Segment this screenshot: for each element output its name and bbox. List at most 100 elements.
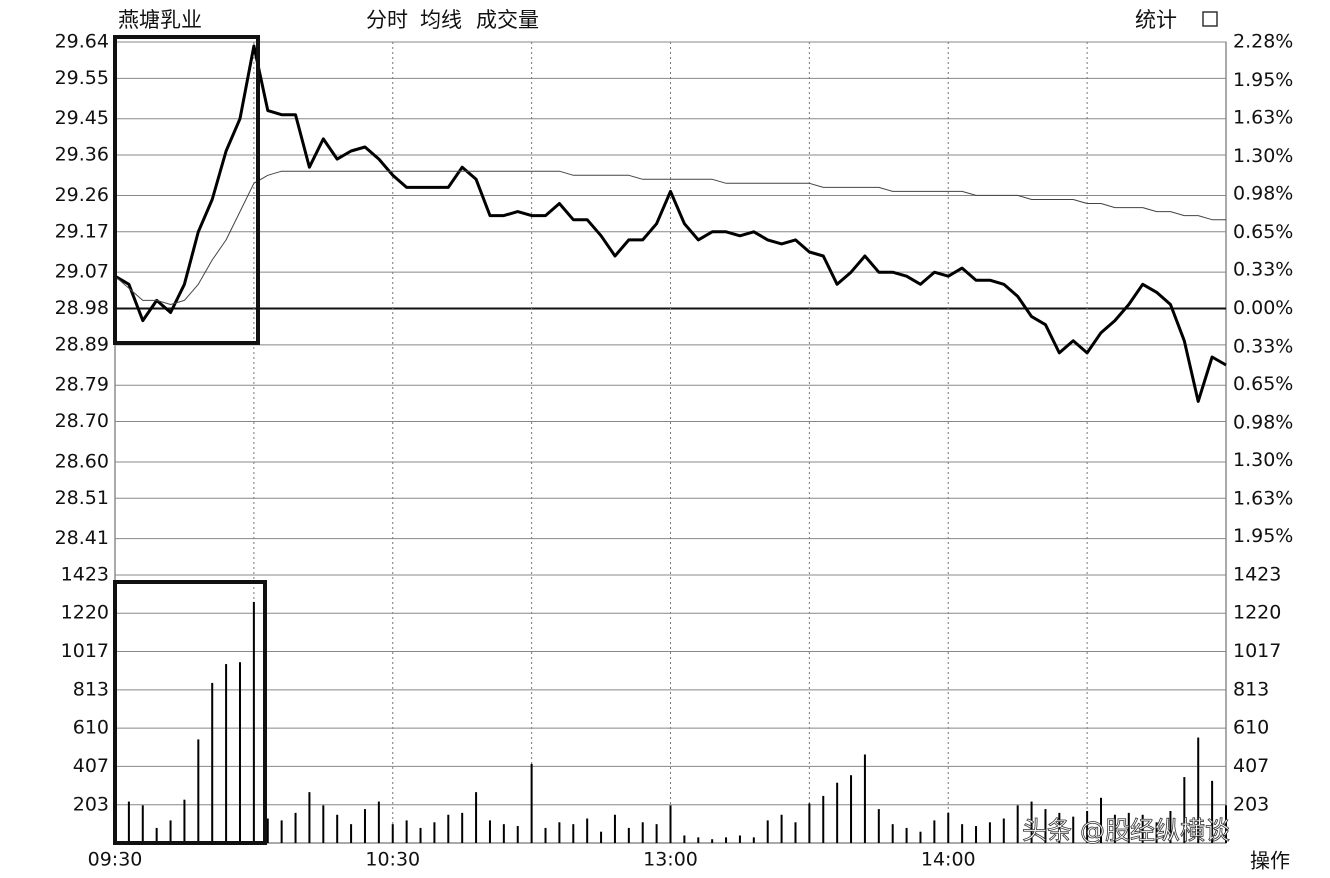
price-line <box>114 44 1227 403</box>
volume-bar <box>877 809 880 843</box>
volume-bar <box>988 822 991 843</box>
y-tick-label: 28.51 <box>55 487 109 509</box>
volume-bar <box>419 827 422 843</box>
volume-bar <box>155 827 158 843</box>
volume-bar <box>197 739 200 843</box>
y-tick-label: 1017 <box>61 640 109 662</box>
y-tick-label: 28.89 <box>55 333 109 355</box>
volume-bar <box>377 801 380 843</box>
volume-bar <box>1127 812 1130 843</box>
volume-bar <box>600 831 603 843</box>
volume-bar <box>1072 816 1075 843</box>
volume-bar <box>586 818 589 843</box>
y2-tick-label: 0.00% <box>1233 297 1293 319</box>
volume-bar <box>975 826 978 843</box>
volume-bar <box>475 792 478 843</box>
volume-bar <box>530 763 533 843</box>
y2-tick-label: 0.65% <box>1233 373 1293 395</box>
volume-bar <box>1113 814 1116 843</box>
y-tick-label: 28.70 <box>55 410 109 432</box>
volume-bar <box>919 831 922 843</box>
volume-bar <box>516 826 519 843</box>
price-line <box>114 170 1226 305</box>
y-tick-label: 407 <box>73 755 109 777</box>
y2-tick-label: 610 <box>1233 717 1269 739</box>
y-tick-label: 610 <box>73 717 109 739</box>
volume-bar <box>1016 805 1019 843</box>
y-tick-label: 29.36 <box>55 144 109 166</box>
tab[interactable]: 均线 <box>420 8 462 32</box>
y2-tick-label: 1.63% <box>1233 106 1293 128</box>
y2-tick-label: 1423 <box>1233 564 1281 586</box>
volume-bar <box>780 814 783 843</box>
volume-bar <box>863 754 866 843</box>
y2-tick-label: 1.63% <box>1233 488 1293 510</box>
y-tick-label: 29.26 <box>55 184 109 206</box>
volume-bar <box>1169 810 1172 843</box>
y2-tick-label: 1.95% <box>1233 69 1293 91</box>
volume-bar <box>961 824 964 843</box>
volume-bar <box>1225 805 1227 843</box>
y-tick-label: 29.64 <box>55 31 109 53</box>
volume-bar <box>1100 797 1103 843</box>
volume-bar <box>461 812 464 843</box>
highlight-box <box>113 580 267 845</box>
volume-bar <box>627 827 630 843</box>
volume-bar <box>766 820 769 843</box>
window-icon[interactable] <box>1202 11 1218 27</box>
y2-tick-label: 0.98% <box>1233 182 1293 204</box>
volume-bar <box>447 814 450 843</box>
volume-bar <box>238 662 241 843</box>
x-tick-label: 14:00 <box>921 849 976 871</box>
volume-bar <box>1058 812 1061 843</box>
y-tick-label: 28.98 <box>55 297 109 319</box>
statistics-button[interactable]: 统计 <box>1135 8 1177 32</box>
x-tick-label: 10:30 <box>365 849 420 871</box>
volume-bar <box>808 803 811 843</box>
volume-bar <box>322 805 325 843</box>
volume-bar <box>711 839 714 843</box>
y-tick-label: 1423 <box>61 564 109 586</box>
tab[interactable]: 分时 <box>366 8 408 32</box>
y-tick-label: 29.07 <box>55 261 109 283</box>
volume-bar <box>613 814 616 843</box>
volume-bar <box>183 799 186 843</box>
x-tick-label: 13:00 <box>643 849 698 871</box>
volume-bar <box>391 824 394 843</box>
volume-bar <box>1211 780 1214 843</box>
volume-bar <box>1086 810 1089 843</box>
volume-bar <box>169 820 172 843</box>
volume-bar <box>502 824 505 843</box>
y-tick-label: 29.17 <box>55 220 109 242</box>
operate-button[interactable]: 操作 <box>1250 849 1290 873</box>
volume-bar <box>266 818 269 843</box>
y2-tick-label: 0.98% <box>1233 412 1293 434</box>
volume-bar <box>363 809 366 843</box>
y2-tick-label: 813 <box>1233 678 1269 700</box>
y2-tick-label: 0.33% <box>1233 336 1293 358</box>
volume-bar <box>1155 822 1158 843</box>
volume-bar <box>433 822 436 843</box>
volume-bar <box>836 782 839 843</box>
y2-tick-label: 2.28% <box>1233 31 1293 53</box>
volume-bar <box>488 820 491 843</box>
volume-bar <box>697 837 700 843</box>
volume-bar <box>294 812 297 843</box>
volume-bar <box>1197 737 1200 843</box>
volume-bar <box>572 824 575 843</box>
y2-tick-label: 1.95% <box>1233 525 1293 547</box>
y-tick-label: 203 <box>73 793 109 815</box>
volume-bar <box>280 820 283 843</box>
volume-bar <box>794 822 797 843</box>
volume-bar <box>905 827 908 843</box>
volume-bar <box>683 835 686 843</box>
tab[interactable]: 成交量 <box>476 8 539 32</box>
volume-bar <box>336 814 339 843</box>
chart-title: 燕塘乳业 <box>118 8 202 32</box>
volume-bar <box>1183 777 1186 843</box>
volume-bar <box>127 801 130 843</box>
volume-bar <box>558 822 561 843</box>
volume-bar <box>641 822 644 843</box>
